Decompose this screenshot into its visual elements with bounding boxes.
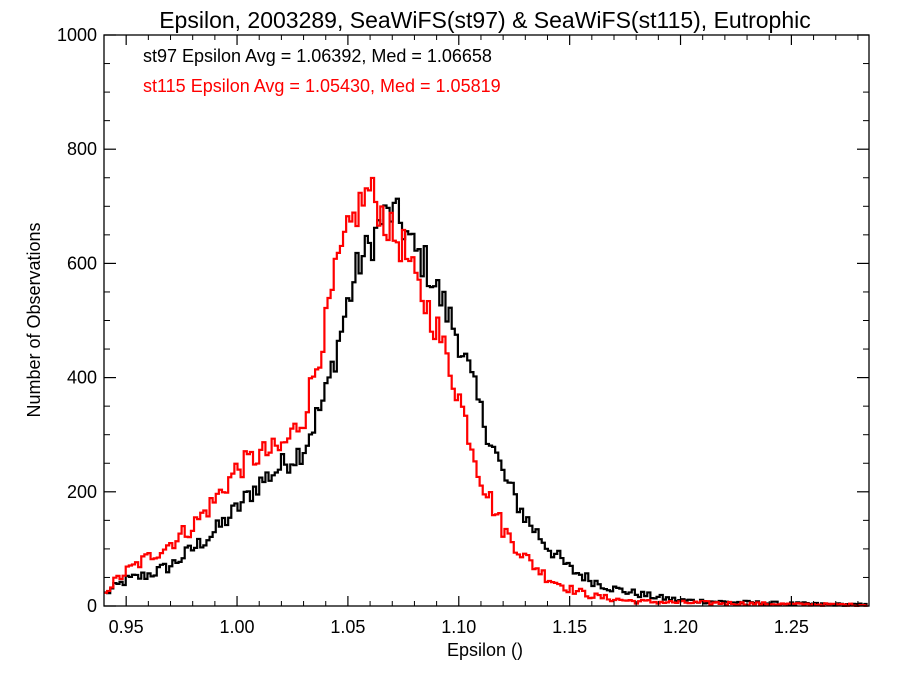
x-tick-label-2: 1.05 <box>330 617 365 637</box>
y-tick-label-3: 600 <box>67 253 97 273</box>
x-tick-label-3: 1.10 <box>441 617 476 637</box>
st115-stats-annotation: st115 Epsilon Avg = 1.05430, Med = 1.058… <box>143 76 501 96</box>
y-axis-label: Number of Observations <box>24 222 44 417</box>
y-tick-label-2: 400 <box>67 368 97 388</box>
st97-stats-annotation: st97 Epsilon Avg = 1.06392, Med = 1.0665… <box>143 46 492 66</box>
x-tick-label-5: 1.20 <box>663 617 698 637</box>
axes-layer: 0.95 1.00 1.05 1.10 1.15 1.20 1.25 0 200 400 600 80… <box>57 25 870 637</box>
series-1-step-line <box>104 176 868 608</box>
y-tick-label-1: 200 <box>67 482 97 502</box>
x-tick-label-0: 0.95 <box>109 617 144 637</box>
chart-title: Epsilon, 2003289, SeaWiFS(st97) & SeaWiF… <box>159 7 811 33</box>
x-axis-label: Epsilon () <box>447 640 523 660</box>
x-tick-label-1: 1.00 <box>220 617 255 637</box>
x-tick-label-4: 1.15 <box>552 617 587 637</box>
y-tick-label-0: 0 <box>87 596 97 616</box>
x-tick-label-6: 1.25 <box>774 617 809 637</box>
y-tick-label-4: 800 <box>67 139 97 159</box>
y-tick-label-5: 1000 <box>57 25 97 45</box>
data-layer <box>104 176 868 608</box>
